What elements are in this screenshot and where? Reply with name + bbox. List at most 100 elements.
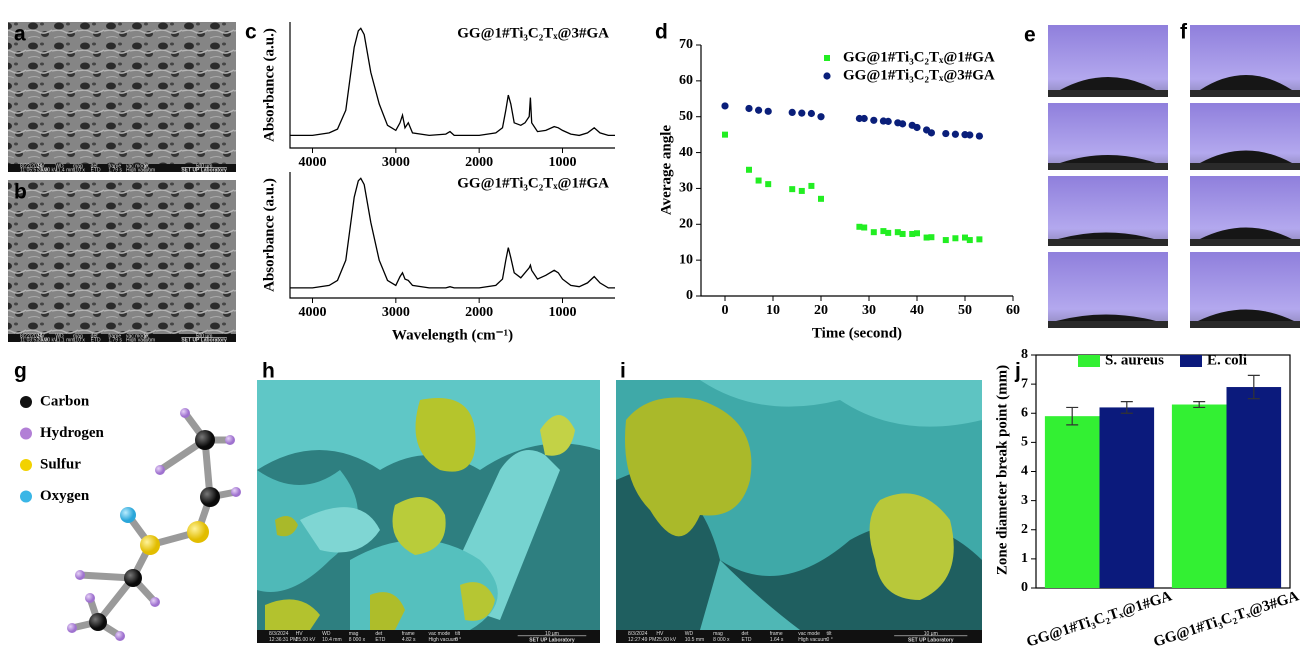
- info-field: ETD: [91, 337, 101, 343]
- point: [976, 236, 983, 243]
- info-field: High vacuum: [428, 637, 457, 643]
- legend-label: Hydrogen: [40, 425, 105, 441]
- point: [755, 177, 762, 184]
- chart-title: GG@1#Ti₃C₂Tₓ@3#GA: [457, 25, 609, 41]
- point: [788, 108, 796, 117]
- info-field: 11.4 mm: [55, 167, 74, 173]
- info-field: 10.4 mm: [322, 637, 341, 643]
- info-field: HV: [656, 631, 664, 637]
- x-axis-label: Wavelength (cm⁻¹): [392, 327, 513, 343]
- info-field: 0 °: [827, 637, 833, 643]
- legend-marker: [824, 55, 830, 61]
- info-field: frame: [108, 164, 121, 170]
- y-tick-label: 1: [1021, 551, 1028, 566]
- x-tick-label: 2000: [465, 305, 493, 320]
- y-tick-label: 20: [679, 217, 693, 232]
- panel-label: j: [1014, 360, 1021, 383]
- point: [909, 230, 916, 237]
- info-field: mag: [713, 631, 723, 637]
- point: [755, 106, 763, 114]
- lab-label: SET UP Laboratory: [908, 637, 954, 643]
- y-axis-label: Absorbance (a.u.): [261, 178, 277, 292]
- point: [722, 131, 728, 138]
- point: [927, 129, 936, 137]
- point: [894, 229, 901, 236]
- x-tick-label: 0: [722, 303, 729, 318]
- point: [975, 132, 984, 140]
- info-field: det: [741, 631, 749, 637]
- panel-label: i: [620, 360, 626, 383]
- point: [962, 234, 968, 241]
- scale-bar-label: 10 μm: [545, 631, 559, 637]
- point: [870, 229, 877, 236]
- info-field: 8/3/2024: [269, 631, 289, 637]
- info-field: frame: [770, 631, 783, 637]
- x-tick-label: 50: [958, 303, 972, 318]
- info-field: 1.79 s: [108, 167, 122, 173]
- point: [765, 181, 772, 188]
- y-axis-label: Zone diameter break point (mm): [994, 365, 1010, 575]
- scale-bar-label: 500 μm: [196, 164, 213, 170]
- sem-image: [8, 180, 236, 342]
- point: [721, 102, 729, 110]
- info-field: 1.79 s: [108, 337, 122, 343]
- panel-label: e: [1024, 24, 1036, 47]
- lab-label: SET UP Laboratory: [181, 338, 227, 344]
- point: [817, 113, 825, 121]
- y-axis-label: Absorbance (a.u.): [261, 28, 277, 142]
- info-field: WD: [685, 631, 694, 637]
- legend-marker: [823, 72, 831, 80]
- point: [818, 195, 824, 202]
- info-field: tilt: [144, 334, 150, 340]
- x-tick-label: 3000: [382, 305, 410, 320]
- info-field: 11.1 mm: [55, 337, 74, 343]
- info-field: 12:36:31 PM: [269, 637, 297, 643]
- info-field: WD: [322, 631, 331, 637]
- error-bar: [1066, 406, 1079, 426]
- point: [928, 234, 935, 241]
- figure-content: a b c d e f g h i j Carbon Hydrogen Sulfur Oxygen 8/22…: [8, 21, 1301, 651]
- y-tick-label: 4: [1021, 464, 1028, 479]
- info-field: vac mode: [126, 164, 148, 170]
- panel-label: h: [262, 360, 275, 383]
- x-tick-label: 4000: [299, 155, 327, 170]
- info-field: 8/3/2024: [628, 631, 648, 637]
- bar: [1044, 416, 1100, 588]
- legend-label: Sulfur: [40, 456, 81, 472]
- x-tick-label: GG@1#Ti₃C₂Tₓ@3#GA: [1152, 588, 1301, 650]
- y-tick-label: 10: [679, 252, 693, 267]
- info-field: WD: [55, 164, 64, 170]
- info-field: 25.00 kV: [38, 337, 58, 343]
- point: [746, 166, 752, 173]
- info-field: det: [375, 631, 383, 637]
- info-field: ETD: [741, 637, 751, 643]
- info-field: High vacuum: [798, 637, 827, 643]
- x-tick-label: 1000: [549, 305, 577, 320]
- point: [884, 117, 892, 125]
- info-field: WD: [55, 334, 64, 340]
- axis-line: [289, 22, 615, 149]
- info-field: 0 °: [144, 167, 150, 173]
- info-field: 4.82 s: [402, 637, 416, 643]
- sem-colored-image: [616, 380, 982, 643]
- point: [899, 230, 906, 237]
- lab-label: SET UP Laboratory: [181, 168, 227, 174]
- info-field: frame: [108, 334, 121, 340]
- info-field: 1.64 s: [770, 637, 784, 643]
- y-tick-label: 6: [1021, 405, 1028, 420]
- error-bar: [1193, 401, 1206, 409]
- y-axis-label: Average angle: [658, 125, 674, 215]
- scale-bar-label: 10 μm: [924, 631, 938, 637]
- y-tick-label: 2: [1021, 522, 1028, 537]
- x-tick-label: 3000: [382, 155, 410, 170]
- y-tick-label: 30: [679, 181, 693, 196]
- axis-line: [289, 172, 615, 299]
- legend-dot: [20, 490, 32, 503]
- bar: [1099, 407, 1155, 588]
- y-tick-label: 3: [1021, 493, 1028, 508]
- info-field: mag: [349, 631, 359, 637]
- info-field: vac mode: [798, 631, 820, 637]
- point: [914, 230, 920, 237]
- x-tick-label: 4000: [299, 305, 327, 320]
